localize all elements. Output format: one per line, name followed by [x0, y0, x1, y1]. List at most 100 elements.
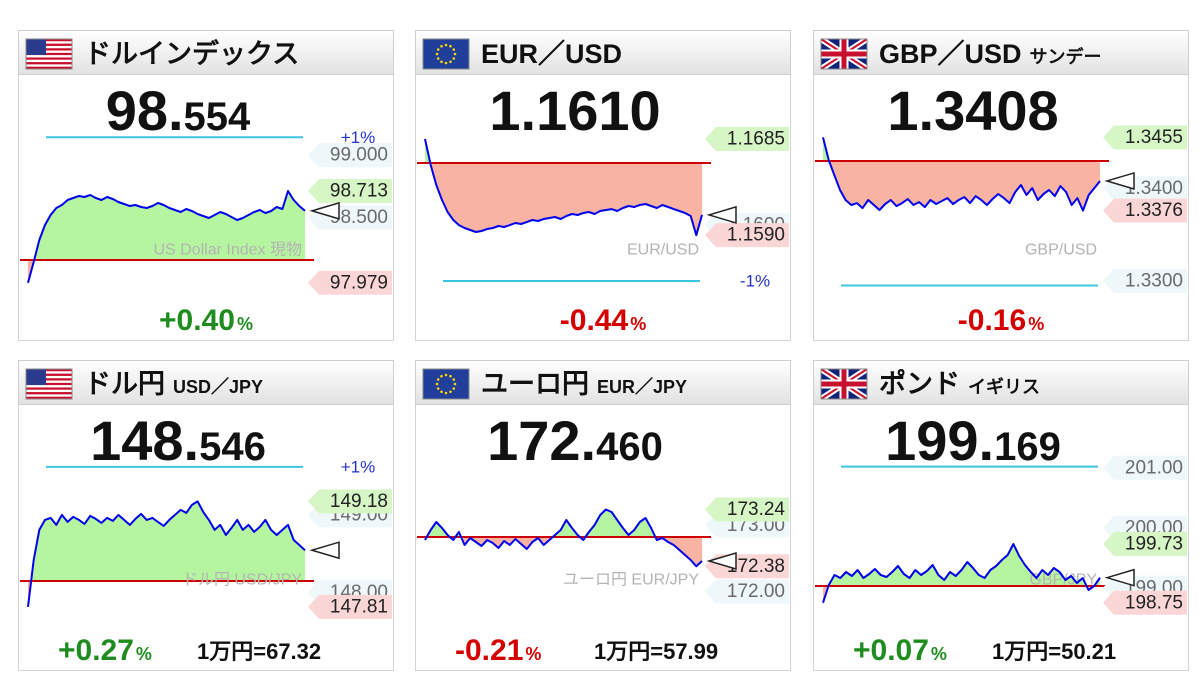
- price: 199.169: [885, 409, 1061, 472]
- band-label: +1%: [341, 128, 376, 147]
- panel-header: [18, 30, 394, 75]
- price: 1.1610: [489, 79, 660, 142]
- price-major: 98.: [106, 79, 184, 142]
- y-tick: [1103, 269, 1187, 294]
- price-minor: 554: [184, 95, 251, 139]
- high-tag-label: 98.713: [330, 181, 388, 202]
- subtitle: USD／JPY: [173, 377, 263, 397]
- gain-area: [823, 137, 830, 162]
- change-unit: %: [525, 644, 541, 664]
- change: +0.40%: [159, 304, 253, 337]
- low-tag: [308, 594, 392, 619]
- gain-area: [28, 501, 305, 582]
- price-major: 1.1610: [489, 79, 660, 142]
- change: -0.21%: [455, 634, 541, 667]
- panel-title: GBP／USD サンデー: [879, 39, 1102, 69]
- watermark: GBP/JPY: [1029, 572, 1097, 589]
- flag: [25, 368, 73, 400]
- panel-header: [813, 30, 1189, 75]
- low-tag-label: 97.979: [330, 272, 388, 293]
- high-tag: [1103, 125, 1187, 150]
- price-major: 172.: [487, 409, 596, 472]
- panel-header: [18, 360, 394, 405]
- low-tag-label: 198.75: [1125, 592, 1183, 613]
- price-minor: 460: [596, 425, 663, 469]
- y-tick-label: 98.500: [330, 207, 388, 228]
- high-tag-label: 149.18: [330, 491, 388, 512]
- price-minor: 546: [199, 425, 266, 469]
- watermark: ユーロ円 EUR/JPY: [563, 572, 699, 589]
- high-tag: [308, 179, 392, 203]
- price: 172.460: [487, 409, 663, 472]
- current-marker: [309, 541, 340, 560]
- ticker-panel: ドルインデックス 98.554 +1% US Dollar Index 現物 99.00…: [18, 30, 394, 341]
- high-tag: [308, 489, 392, 514]
- change-unit: %: [630, 314, 646, 334]
- high-tag-label: 1.1685: [727, 129, 785, 150]
- y-tick-label: 1.3400: [1125, 178, 1183, 199]
- gain-area: [28, 191, 305, 260]
- current-marker: [1104, 171, 1135, 190]
- low-tag: [1103, 590, 1187, 615]
- title: ドルインデックス: [84, 38, 299, 69]
- change: -0.16%: [958, 304, 1044, 337]
- ticker-panel: GBP／USD サンデー 1.3408 GBP/USD 1.3400 1.3300 1.34…: [813, 30, 1189, 341]
- change-value: +0.27: [58, 634, 134, 667]
- low-tag-label: 147.81: [330, 596, 388, 617]
- price-major: 1.3408: [887, 79, 1058, 142]
- low-tag-label: 172.38: [727, 556, 785, 577]
- conversion: 1万円=57.99: [594, 639, 718, 664]
- y-tick: [308, 143, 392, 168]
- current-marker: [1104, 568, 1135, 587]
- title: EUR／USD: [481, 39, 622, 69]
- price-major: 148.: [90, 409, 199, 472]
- flag: [25, 38, 73, 70]
- change-value: -0.44: [560, 304, 629, 337]
- change: -0.44%: [560, 304, 646, 337]
- price-line: [424, 138, 703, 237]
- change-unit: %: [136, 644, 152, 664]
- panel-title: ポンド イギリス: [879, 369, 1040, 399]
- loss-area: [425, 537, 702, 567]
- price-minor: 169: [994, 425, 1061, 469]
- price: 1.3408: [887, 79, 1058, 142]
- current-marker: [706, 551, 737, 570]
- high-tag: [705, 497, 789, 522]
- change-unit: %: [1028, 314, 1044, 334]
- current-marker: [706, 205, 737, 224]
- band-label: -1%: [740, 272, 770, 291]
- gain-area: [425, 509, 702, 538]
- y-tick: [1103, 455, 1187, 480]
- change: +0.07%: [853, 634, 947, 667]
- band-label: +1%: [341, 457, 376, 476]
- price: 148.546: [90, 409, 266, 472]
- y-tick-label: 201.00: [1125, 457, 1183, 478]
- price-line: [822, 137, 1101, 212]
- panel-frame: [813, 360, 1189, 671]
- low-tag: [1103, 198, 1187, 223]
- ticker-panel: EUR／USD1.1610-1%EUR/USD1.16001.16851.159…: [415, 30, 791, 341]
- change-value: +0.07: [853, 634, 929, 667]
- flag: [422, 368, 470, 400]
- change-unit: %: [931, 644, 947, 664]
- panel-title: ドルインデックス: [84, 38, 299, 69]
- high-tag: [1103, 532, 1187, 556]
- conversion: 1万円=67.32: [197, 639, 321, 664]
- subtitle: サンデー: [1030, 46, 1102, 67]
- flag: [820, 368, 868, 400]
- subtitle: EUR／JPY: [597, 377, 687, 397]
- change-value: -0.21: [455, 634, 523, 667]
- y-tick-label: 172.00: [727, 581, 785, 602]
- panel-header: [813, 360, 1189, 405]
- watermark: ドル円 USD/JPY: [182, 572, 302, 589]
- price-line: [424, 508, 703, 568]
- low-tag: [308, 270, 392, 295]
- y-tick: [705, 579, 789, 604]
- high-tag: [705, 127, 789, 152]
- flag: [422, 38, 470, 70]
- high-tag-label: 199.73: [1125, 534, 1183, 555]
- price-major: 199.: [885, 409, 994, 472]
- title: ドル円: [84, 369, 165, 399]
- y-tick-label: 1.3300: [1125, 271, 1183, 292]
